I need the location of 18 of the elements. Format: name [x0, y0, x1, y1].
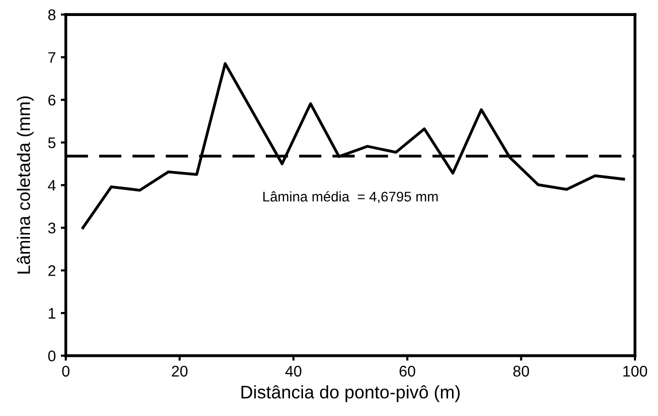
y-axis-title: Lâmina coletada (mm)	[16, 96, 34, 274]
y-tick-label: 1	[48, 308, 56, 319]
x-tick-label: 100	[623, 366, 648, 377]
y-tick-label: 5	[48, 138, 56, 148]
y-tick-label: 8	[48, 9, 56, 20]
x-axis-title: Distância do ponto-pivô (m)	[241, 385, 460, 402]
ref-line-label: Lâmina média = 4,6795 mm	[263, 191, 438, 204]
x-tick-label: 80	[513, 366, 530, 377]
x-tick-label: 20	[172, 366, 188, 377]
y-tick-label: 3	[48, 222, 56, 234]
y-tick-label: 7	[48, 52, 56, 63]
x-tick-label: 40	[285, 366, 302, 377]
y-tick-label: 6	[48, 94, 56, 106]
x-tick-label: 0	[62, 366, 70, 377]
y-tick-label: 4	[48, 180, 56, 191]
y-tick-label: 0	[48, 350, 56, 362]
x-tick-label: 60	[400, 366, 416, 377]
y-tick-label: 2	[48, 265, 56, 276]
